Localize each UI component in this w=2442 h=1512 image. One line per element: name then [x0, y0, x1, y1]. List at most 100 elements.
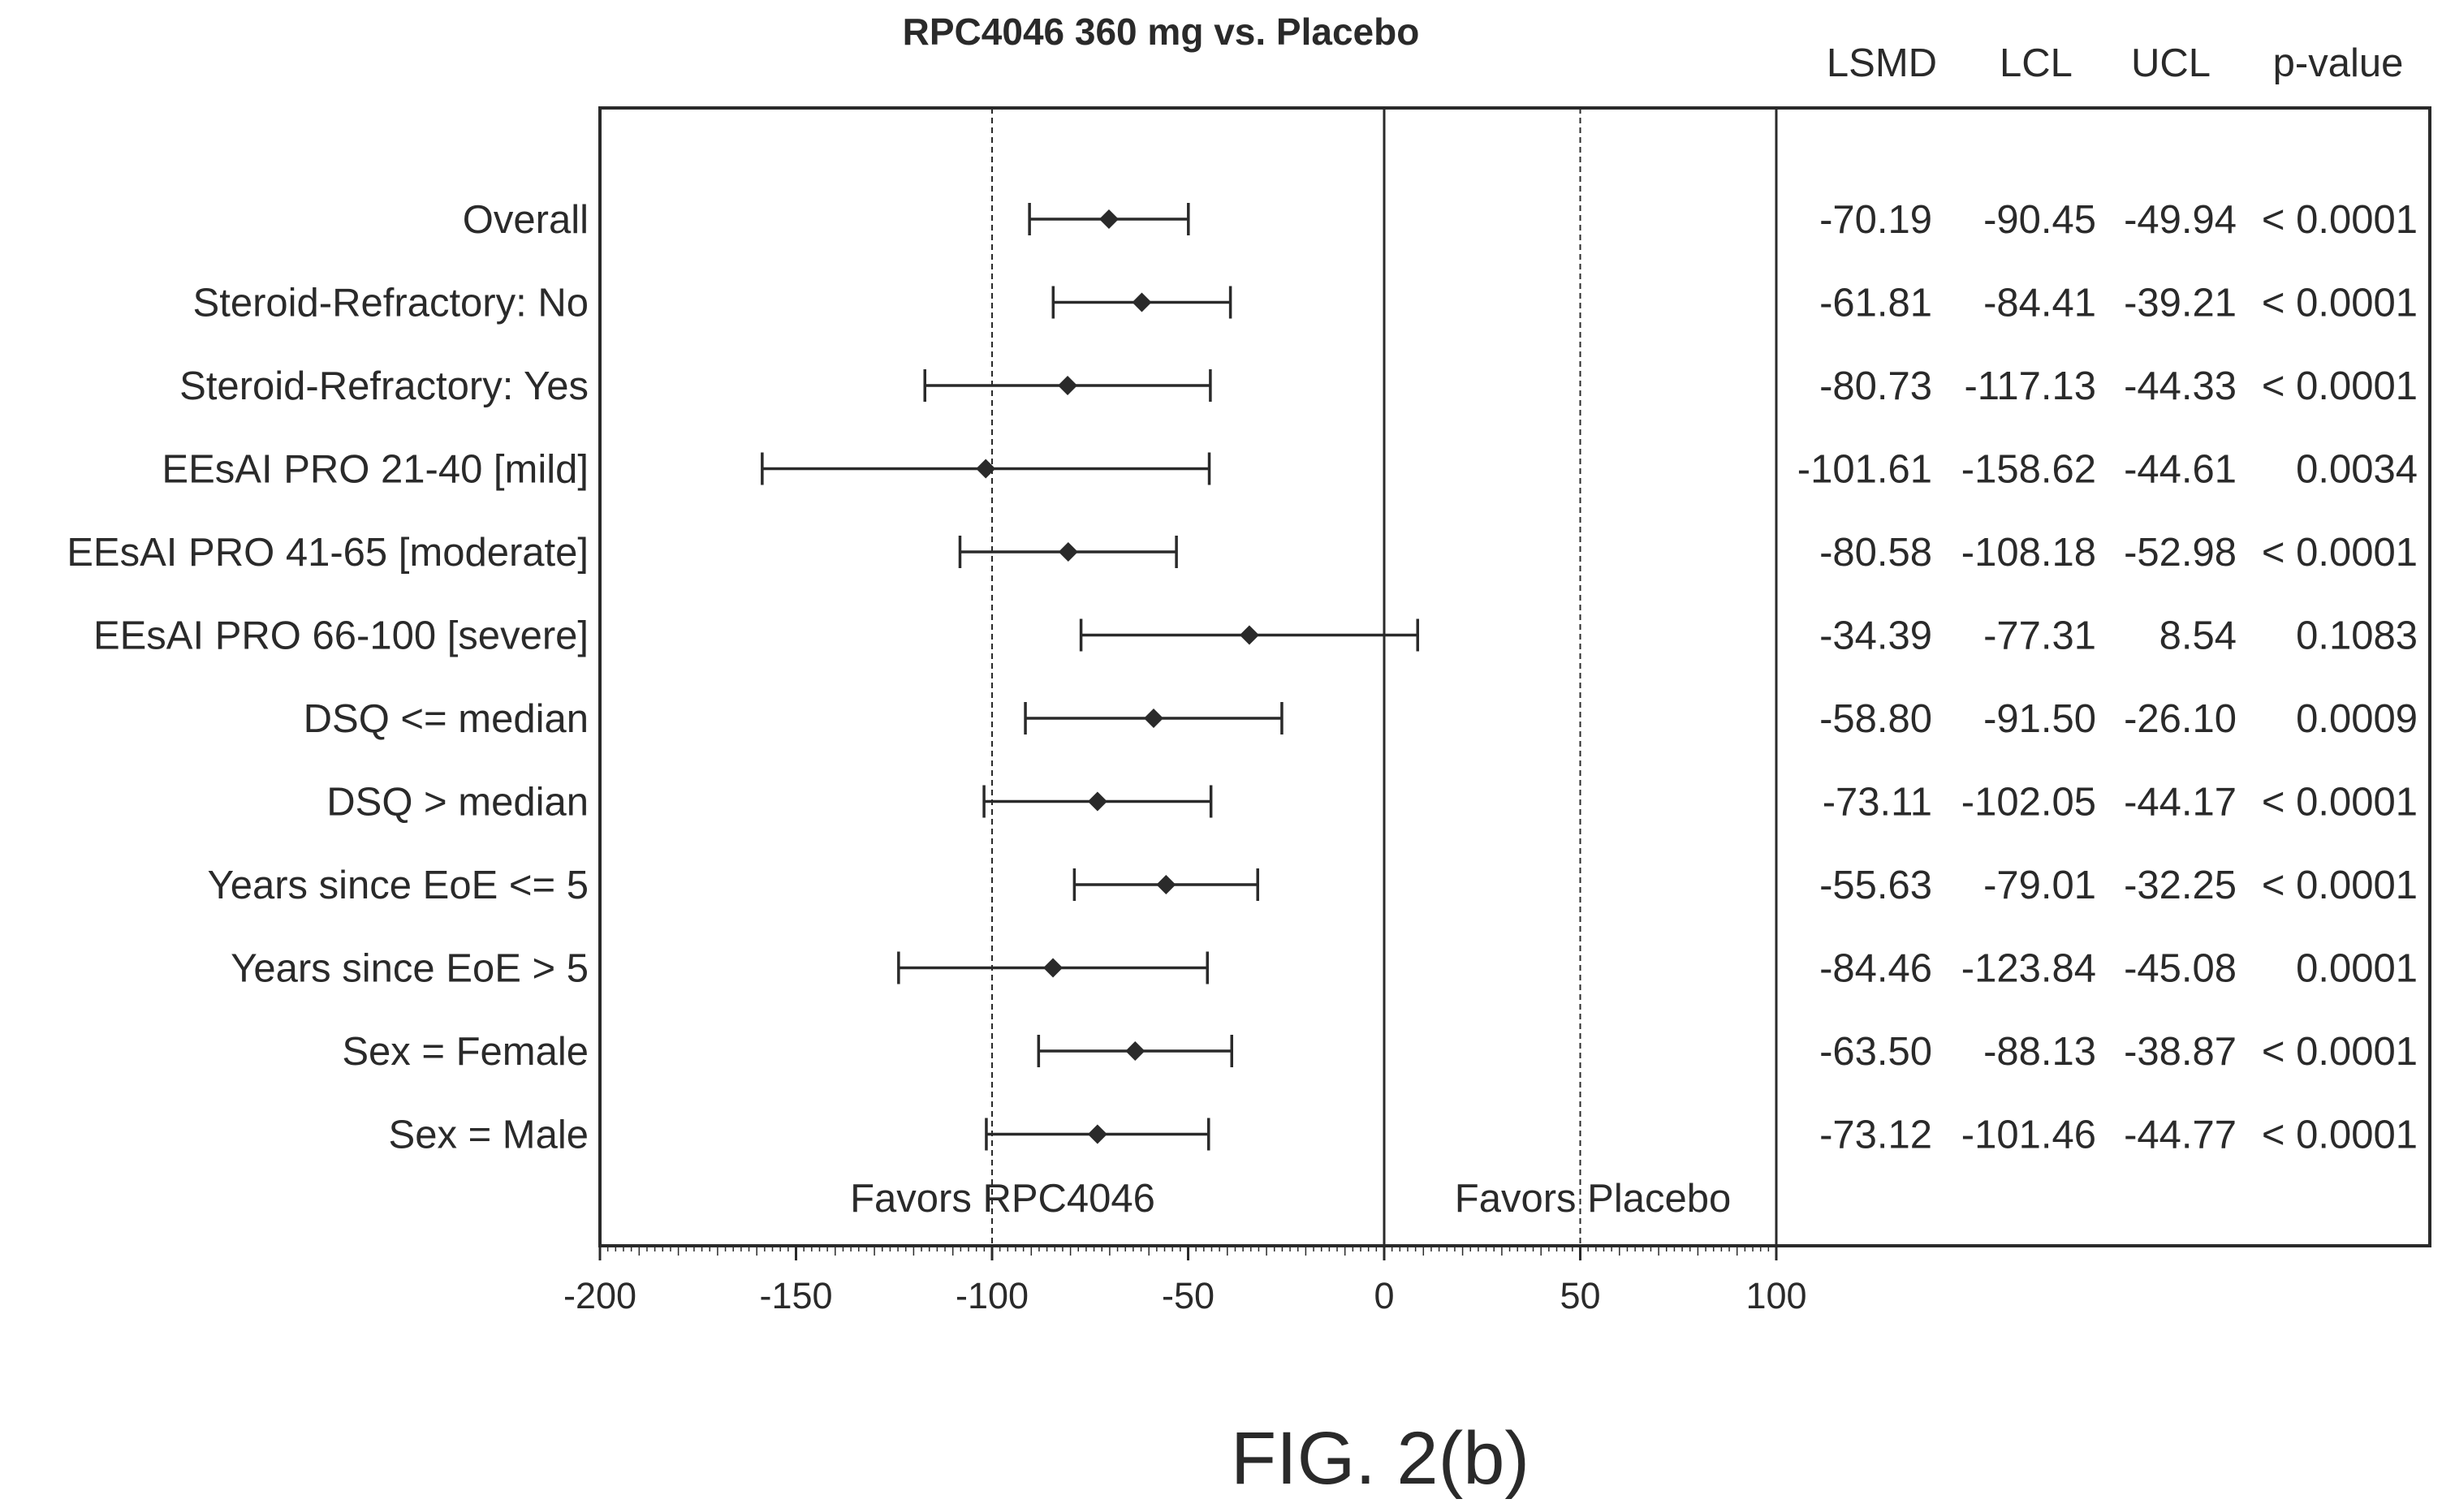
ci-row	[985, 1118, 1210, 1151]
row-label: DSQ > median	[326, 781, 589, 825]
p-value: < 0.0001	[2262, 781, 2418, 825]
lsmd-value: -73.12	[1819, 1114, 1932, 1157]
row-label: Overall	[463, 198, 589, 242]
x-tick-label: -200	[563, 1275, 636, 1316]
ci-row	[1037, 1035, 1234, 1067]
lcl-value: -102.05	[1961, 781, 2096, 825]
row-label: Steroid-Refractory: No	[193, 282, 589, 325]
point-estimate-marker	[1058, 376, 1078, 395]
row-label: EEsAI PRO 41-65 [moderate]	[67, 531, 589, 575]
ucl-value: -26.10	[2124, 697, 2237, 741]
x-tick-label: -150	[759, 1275, 832, 1316]
ci-row	[1079, 618, 1419, 652]
x-tick-label: 50	[1560, 1275, 1600, 1316]
lcl-value: -77.31	[1983, 614, 2096, 658]
row-label: EEsAI PRO 21-40 [mild]	[162, 448, 589, 492]
ci-row	[1028, 203, 1190, 235]
ci-row	[1051, 286, 1232, 319]
lsmd-value: -80.58	[1819, 531, 1932, 575]
ucl-value: -44.77	[2124, 1114, 2237, 1157]
point-estimate-marker	[1087, 1124, 1107, 1144]
p-value: < 0.0001	[2262, 1030, 2418, 1074]
point-estimate-marker	[1043, 958, 1064, 978]
ci-row	[1072, 868, 1259, 901]
ucl-value: -32.25	[2124, 864, 2237, 907]
lcl-value: -91.50	[1983, 697, 2096, 741]
row-label: Years since EoE <= 5	[208, 864, 589, 907]
ci-row	[897, 951, 1210, 984]
lsmd-value: -61.81	[1819, 282, 1932, 325]
row-label: EEsAI PRO 66-100 [severe]	[93, 614, 589, 658]
lcl-value: -108.18	[1961, 531, 2096, 575]
point-estimate-marker	[976, 459, 996, 479]
column-header-p-value: p-value	[2273, 41, 2404, 85]
reference-lines	[991, 108, 1581, 1246]
lcl-value: -101.46	[1961, 1114, 2096, 1157]
x-tick-label: -50	[1162, 1275, 1215, 1316]
point-estimate-marker	[1156, 875, 1176, 894]
lsmd-value: -84.46	[1819, 947, 1932, 991]
x-tick-label: 100	[1745, 1275, 1806, 1316]
ucl-value: -45.08	[2124, 947, 2237, 991]
lsmd-value: -70.19	[1819, 198, 1932, 242]
lsmd-value: -73.11	[1823, 781, 1932, 825]
p-value: 0.1083	[2296, 614, 2418, 658]
column-header-lsmd: LSMD	[1827, 41, 1937, 85]
lcl-value: -79.01	[1983, 864, 2096, 907]
ci-row	[923, 369, 1212, 402]
ci-row	[958, 536, 1178, 568]
column-header-lcl: LCL	[2000, 41, 2073, 85]
ucl-value: -39.21	[2124, 282, 2237, 325]
lsmd-value: -58.80	[1819, 697, 1932, 741]
lcl-value: -158.62	[1961, 448, 2096, 492]
p-value: < 0.0001	[2262, 1114, 2418, 1157]
row-label: Steroid-Refractory: Yes	[179, 364, 589, 408]
ucl-value: 8.54	[2159, 614, 2237, 658]
point-estimate-marker	[1058, 542, 1078, 562]
lcl-value: -123.84	[1961, 947, 2096, 991]
favors-left-label: Favors RPC4046	[850, 1177, 1155, 1221]
ucl-value: -44.17	[2124, 781, 2237, 825]
lsmd-value: -55.63	[1819, 864, 1932, 907]
row-label: Years since EoE > 5	[231, 947, 589, 991]
lcl-value: -90.45	[1983, 198, 2096, 242]
ucl-value: -52.98	[2124, 531, 2237, 575]
column-headers: LSMD LCL UCL p-value	[1827, 41, 2403, 85]
lcl-value: -117.13	[1964, 364, 2096, 408]
lsmd-value: -80.73	[1819, 364, 1932, 408]
x-tick-label: 0	[1374, 1275, 1394, 1316]
p-value: < 0.0001	[2262, 864, 2418, 907]
point-estimate-marker	[1143, 709, 1163, 728]
figure-caption: FIG. 2(b)	[1231, 1417, 1529, 1500]
p-value: < 0.0001	[2262, 531, 2418, 575]
point-estimate-marker	[1239, 625, 1259, 645]
ci-row	[1024, 702, 1284, 734]
ucl-value: -44.33	[2124, 364, 2237, 408]
confidence-intervals	[761, 203, 1419, 1151]
results-table: -70.19 -90.45 -49.94 < 0.0001 -61.81 -84.41 -3…	[1797, 198, 2418, 1157]
row-label: Sex = Male	[389, 1114, 589, 1157]
lsmd-value: -34.39	[1819, 614, 1932, 658]
lsmd-value: -101.61	[1797, 448, 1932, 492]
row-labels: Overall Steroid-Refractory: No Steroid-Ref…	[67, 198, 589, 1157]
point-estimate-marker	[1087, 791, 1107, 812]
lcl-value: -84.41	[1983, 282, 2096, 325]
ucl-value: -38.87	[2124, 1030, 2237, 1074]
lsmd-value: -63.50	[1819, 1030, 1932, 1074]
x-axis: -200 -150 -100 -50 0 50 100	[563, 1246, 1807, 1316]
row-label: Sex = Female	[342, 1030, 589, 1074]
point-estimate-marker	[1125, 1041, 1145, 1061]
ci-row	[982, 785, 1213, 818]
p-value: 0.0009	[2296, 697, 2418, 741]
point-estimate-marker	[1098, 209, 1119, 229]
ucl-value: -49.94	[2124, 198, 2237, 242]
chart-title: RPC4046 360 mg vs. Placebo	[903, 11, 1420, 53]
p-value: 0.0034	[2296, 448, 2418, 492]
p-value: < 0.0001	[2262, 198, 2418, 242]
point-estimate-marker	[1132, 292, 1152, 312]
ucl-value: -44.61	[2124, 448, 2237, 492]
x-tick-label: -100	[956, 1275, 1029, 1316]
favors-right-label: Favors Placebo	[1455, 1177, 1731, 1221]
plot-frame	[598, 106, 2431, 1247]
p-value: < 0.0001	[2262, 282, 2418, 325]
